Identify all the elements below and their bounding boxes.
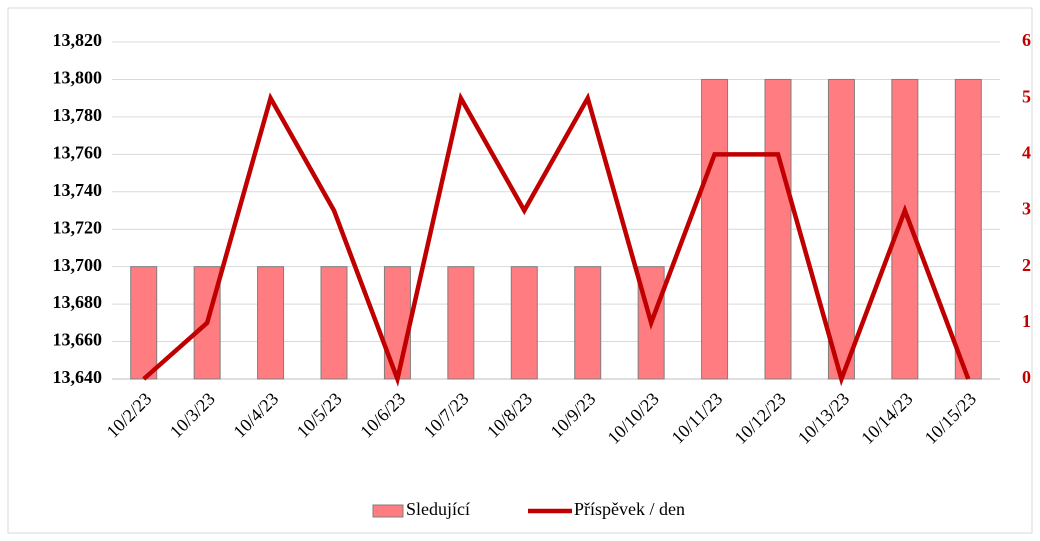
bar (383, 266, 411, 380)
y-tick-label: 13,780 (53, 105, 103, 125)
y-tick-label: 13,680 (53, 292, 103, 312)
y-tick-label: 13,800 (53, 68, 103, 88)
y2-tick-label: 2 (1022, 255, 1031, 275)
y2-tick-label: 5 (1022, 86, 1031, 106)
bar (257, 266, 285, 380)
bar (827, 78, 855, 380)
y-tick-label: 13,720 (53, 217, 103, 237)
y-tick-label: 13,640 (53, 367, 103, 387)
bar (510, 266, 538, 380)
y2-tick-label: 4 (1022, 142, 1031, 162)
legend-label: Sledující (406, 499, 470, 519)
bar (764, 78, 792, 380)
y-tick-label: 13,760 (53, 142, 103, 162)
y2-tick-label: 1 (1022, 311, 1031, 331)
bar (954, 78, 982, 380)
bar (320, 266, 348, 380)
y-tick-label: 13,660 (53, 330, 103, 350)
y-tick-label: 13,740 (53, 180, 103, 200)
y2-tick-label: 3 (1022, 199, 1031, 219)
y-tick-label: 13,820 (53, 30, 103, 50)
legend-swatch (372, 504, 404, 518)
y2-tick-label: 6 (1022, 30, 1031, 50)
y2-tick-label: 0 (1022, 367, 1031, 387)
bar (447, 266, 475, 380)
bar (130, 266, 158, 380)
bar (574, 266, 602, 380)
y-tick-label: 13,700 (53, 255, 103, 275)
line (142, 91, 971, 387)
bar (701, 78, 729, 380)
legend-label: Příspěvek / den (574, 499, 685, 519)
